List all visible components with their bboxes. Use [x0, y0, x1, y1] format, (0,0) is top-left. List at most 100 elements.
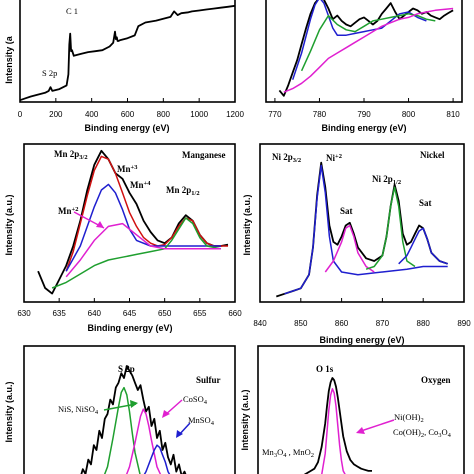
mn-annotation-mn2: Mn+2 [58, 206, 78, 216]
ni2p-tick-label-3: 870 [376, 319, 390, 328]
mn2p-tick-label-3: 645 [123, 309, 137, 318]
ni2p-tick-label-5: 890 [457, 319, 471, 328]
s-plot-frame [23, 345, 236, 474]
co2p-series-1 [291, 0, 427, 80]
s2p-series-2 [125, 408, 162, 474]
panel-manganese: Intensity (a.u.) 630 635 640 645 650 655 660 M… [4, 143, 242, 333]
survey-tick-label-3: 600 [121, 110, 135, 119]
survey-series-0 [19, 4, 236, 102]
s2p-series-3 [143, 444, 171, 474]
mn2p-series-3 [51, 217, 222, 289]
mn-series-group [37, 149, 229, 295]
s2p-series-1 [103, 386, 141, 474]
survey-annotation-c1s: C 1 [66, 6, 78, 16]
ni2p-series-1 [284, 164, 448, 295]
mn2p-series-1 [65, 155, 228, 272]
o-annotation-mn3o4: Mn3O4 , MnO2 [262, 447, 314, 459]
o-annotation-cooh2: Co(OH)2, Co3O4 [393, 427, 452, 439]
ni-annotation-sat1: Sat [340, 206, 353, 216]
survey-tick-label-5: 1000 [190, 110, 208, 119]
s-arrowhead-mnso4 [176, 430, 183, 438]
panel-sulfur: Intensity (a.u.) Sulfur S 2p NiS, NiSO4 … [4, 345, 236, 474]
mn2p-tick-label-1: 635 [52, 309, 66, 318]
co2p-tick-label-3: 800 [402, 110, 416, 119]
ni2p-series-3 [365, 186, 416, 270]
survey-tick-label-6: 1200 [226, 110, 244, 119]
survey-plot-frame [19, 0, 236, 103]
mn-annotation-2p32: Mn 2p3/2 [54, 149, 88, 161]
mn2p-series-4 [65, 222, 221, 278]
mn2p-tick-label-5: 655 [193, 309, 207, 318]
o-annotation-nioh2: Ni(OH)2 [394, 412, 424, 424]
mn-annotation-2p12: Mn 2p1/2 [166, 185, 200, 197]
mn2p-tick-label-6: 660 [228, 309, 242, 318]
co2p-series-0 [278, 0, 454, 97]
co2p-tick-label-0: 770 [268, 110, 282, 119]
ni2p-tick-label-2: 860 [335, 319, 349, 328]
ni2p-series-2 [324, 224, 375, 273]
panel-oxygen: Intensity (a.u.) Oxygen O 1s Ni(OH)2 Co(… [240, 345, 465, 474]
o1s-series-0 [303, 377, 372, 474]
o-plot-frame [257, 345, 465, 474]
s-annotation-s2p: S 2p [118, 364, 135, 374]
ni2p-tick-label-0: 840 [253, 319, 267, 328]
co2p-series-2 [300, 13, 436, 72]
o1s-series-1 [321, 388, 346, 474]
ni-x-axis-title: Binding energy (eV) [319, 335, 404, 345]
s-arrowhead-coso4 [162, 410, 170, 418]
ni-y-axis-label: Intensity (a.u.) [242, 194, 252, 255]
o-y-axis-label: Intensity (a.u.) [240, 389, 250, 450]
o-series-group [303, 377, 372, 474]
co2p-tick-label-4: 810 [446, 110, 460, 119]
o-arrowhead-nioh2 [356, 427, 365, 434]
mn-arrowhead-mn2 [96, 221, 104, 228]
co-x-ticks: 770 780 790 800 810 [268, 98, 460, 119]
panel-nickel: Intensity (a.u.) 840 850 860 870 880 890 Nick… [242, 143, 471, 345]
mn-x-ticks: 630 635 640 645 650 655 660 [17, 298, 242, 318]
survey-tick-label-4: 800 [157, 110, 171, 119]
survey-x-ticks: 0 200 400 600 800 1000 1200 [18, 98, 244, 119]
ni-panel-title: Nickel [420, 150, 445, 160]
mn-y-axis-label: Intensity (a.u.) [4, 194, 14, 255]
ni-annotation-sat2: Sat [419, 198, 432, 208]
co2p-tick-label-2: 790 [357, 110, 371, 119]
survey-tick-label-0: 0 [18, 110, 23, 119]
ni2p-tick-label-1: 850 [294, 319, 308, 328]
mn-annotation-mn3: Mn+3 [117, 164, 138, 174]
ni2p-series-4 [398, 227, 448, 265]
survey-x-axis-title: Binding energy (eV) [84, 123, 169, 133]
co2p-tick-label-1: 780 [313, 110, 327, 119]
panel-survey-spectrum: Intensity (a 0 200 400 600 800 1000 1200 S 2p … [4, 0, 244, 133]
co2p-series-3 [283, 7, 454, 93]
survey-tick-label-1: 200 [49, 110, 63, 119]
mn-annotation-mn4: Mn+4 [130, 180, 151, 190]
mn2p-tick-label-0: 630 [17, 309, 31, 318]
mn2p-series-0 [37, 149, 229, 295]
mn-panel-title: Manganese [182, 150, 226, 160]
co-series-group [278, 0, 454, 97]
survey-annotation-s2p: S 2p [42, 68, 57, 78]
ni-plot-frame [259, 143, 465, 303]
s-y-axis-label: Intensity (a.u.) [4, 381, 14, 442]
co-x-axis-title: Binding energy (eV) [321, 123, 406, 133]
ni-x-ticks: 840 850 860 870 880 890 [253, 298, 471, 328]
s-annotation-nis: NiS, NiSO4 [58, 404, 99, 416]
survey-series-group [19, 4, 236, 102]
mn2p-tick-label-2: 640 [88, 309, 102, 318]
ni2p-tick-label-4: 880 [417, 319, 431, 328]
o-panel-title: Oxygen [421, 375, 451, 385]
panel-cobalt: 770 780 790 800 810 Binding energy (eV) [265, 0, 463, 133]
survey-y-axis-label: Intensity (a [4, 35, 14, 84]
ni-annotation-2p32: Ni 2p3/2 [272, 152, 301, 164]
survey-tick-label-2: 400 [85, 110, 99, 119]
ni-annotation-ni2: Ni+2 [326, 153, 342, 163]
o-annotation-o1s: O 1s [316, 364, 334, 374]
mn2p-series-2 [65, 183, 221, 272]
s-annotation-coso4: CoSO4 [183, 394, 208, 406]
s-annotation-mnso4: MnSO4 [188, 415, 215, 427]
mn-x-axis-title: Binding energy (eV) [87, 323, 172, 333]
s-panel-title: Sulfur [196, 375, 221, 385]
mn2p-tick-label-4: 650 [158, 309, 172, 318]
ni-series-group [276, 161, 448, 298]
